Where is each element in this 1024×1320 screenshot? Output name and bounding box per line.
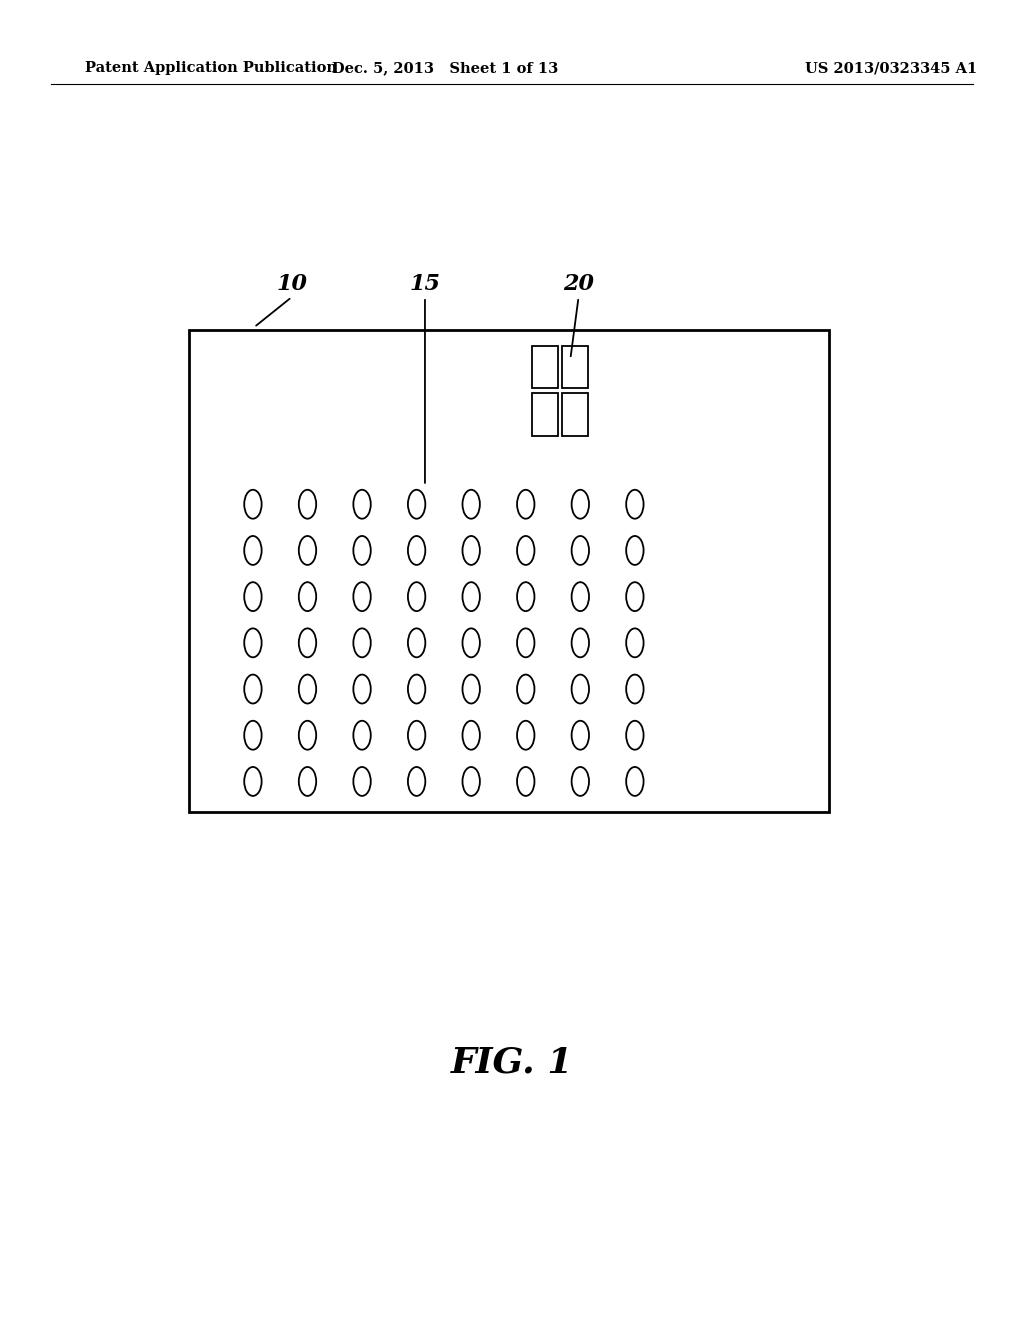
Bar <box>532 393 558 436</box>
Text: Patent Application Publication: Patent Application Publication <box>85 61 337 75</box>
Text: Dec. 5, 2013   Sheet 1 of 13: Dec. 5, 2013 Sheet 1 of 13 <box>333 61 558 75</box>
Bar <box>189 330 829 812</box>
Text: 15: 15 <box>410 273 440 294</box>
Bar <box>532 346 558 388</box>
Text: US 2013/0323345 A1: US 2013/0323345 A1 <box>805 61 977 75</box>
Bar <box>562 346 588 388</box>
Bar <box>562 393 588 436</box>
Text: FIG. 1: FIG. 1 <box>451 1045 573 1080</box>
Text: 20: 20 <box>563 273 594 294</box>
Text: 10: 10 <box>276 273 307 294</box>
